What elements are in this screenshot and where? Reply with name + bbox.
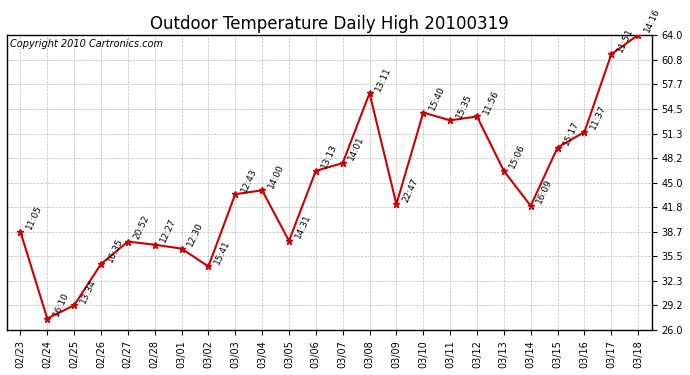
Text: 22:47: 22:47 bbox=[401, 177, 420, 204]
Text: 13:13: 13:13 bbox=[320, 143, 339, 170]
Title: Outdoor Temperature Daily High 20100319: Outdoor Temperature Daily High 20100319 bbox=[150, 15, 509, 33]
Text: 14:00: 14:00 bbox=[266, 162, 286, 189]
Text: 15:40: 15:40 bbox=[427, 85, 446, 112]
Text: 13:34: 13:34 bbox=[78, 278, 97, 304]
Text: 15:17: 15:17 bbox=[562, 120, 581, 147]
Text: 11:37: 11:37 bbox=[589, 104, 608, 131]
Text: 15:06: 15:06 bbox=[508, 143, 527, 170]
Text: 12:30: 12:30 bbox=[186, 220, 205, 248]
Text: 20:52: 20:52 bbox=[132, 214, 151, 241]
Text: 15:35: 15:35 bbox=[454, 92, 473, 120]
Text: 13:11: 13:11 bbox=[374, 65, 393, 92]
Text: 15:41: 15:41 bbox=[213, 238, 232, 266]
Text: 12:43: 12:43 bbox=[239, 166, 259, 194]
Text: 11:56: 11:56 bbox=[481, 88, 500, 116]
Text: 16:35: 16:35 bbox=[105, 236, 124, 263]
Text: 11:05: 11:05 bbox=[25, 204, 43, 231]
Text: 14:31: 14:31 bbox=[293, 213, 312, 240]
Text: Copyright 2010 Cartronics.com: Copyright 2010 Cartronics.com bbox=[10, 39, 163, 49]
Text: 14:01: 14:01 bbox=[347, 135, 366, 162]
Text: 16:10: 16:10 bbox=[51, 291, 70, 318]
Text: 12:27: 12:27 bbox=[159, 217, 178, 244]
Text: 16:09: 16:09 bbox=[535, 178, 554, 205]
Text: 11:51: 11:51 bbox=[615, 26, 635, 54]
Text: 14:16: 14:16 bbox=[642, 7, 661, 34]
